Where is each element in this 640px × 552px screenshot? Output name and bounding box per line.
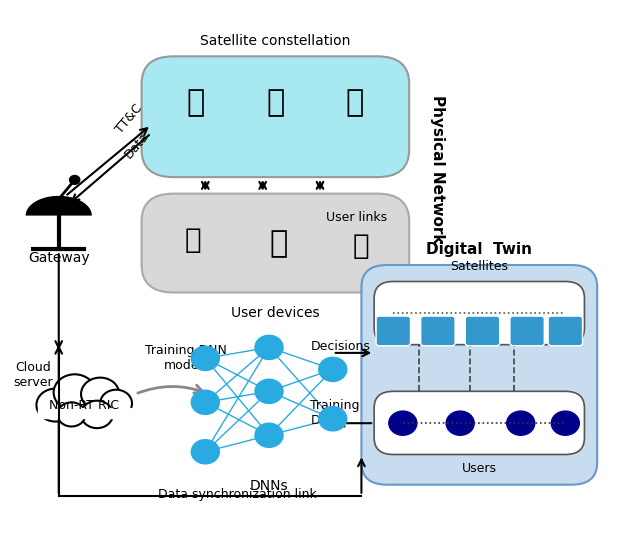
FancyBboxPatch shape bbox=[420, 316, 455, 346]
Circle shape bbox=[36, 389, 75, 422]
Text: Satellite constellation: Satellite constellation bbox=[200, 34, 351, 48]
Circle shape bbox=[58, 402, 86, 427]
Circle shape bbox=[191, 440, 220, 464]
Text: User devices: User devices bbox=[231, 306, 320, 320]
Circle shape bbox=[319, 357, 347, 381]
Circle shape bbox=[255, 379, 283, 404]
Circle shape bbox=[81, 401, 113, 428]
Circle shape bbox=[319, 407, 347, 431]
Text: Non-RT RIC: Non-RT RIC bbox=[49, 399, 119, 412]
Circle shape bbox=[81, 378, 119, 411]
Text: 🚗: 🚗 bbox=[269, 230, 288, 259]
FancyBboxPatch shape bbox=[548, 316, 582, 346]
Polygon shape bbox=[38, 408, 131, 418]
Circle shape bbox=[389, 411, 417, 436]
Polygon shape bbox=[26, 196, 92, 216]
Text: Users: Users bbox=[462, 461, 497, 475]
Text: Training DNN
models: Training DNN models bbox=[145, 344, 227, 373]
Text: 📱: 📱 bbox=[184, 226, 201, 254]
Text: Digital  Twin: Digital Twin bbox=[426, 242, 532, 257]
FancyBboxPatch shape bbox=[510, 316, 544, 346]
Text: Physical Network: Physical Network bbox=[430, 94, 445, 243]
FancyBboxPatch shape bbox=[465, 316, 500, 346]
FancyBboxPatch shape bbox=[141, 56, 409, 177]
Text: Cloud
server: Cloud server bbox=[13, 361, 53, 389]
Text: User links: User links bbox=[326, 211, 387, 224]
Circle shape bbox=[191, 346, 220, 370]
Circle shape bbox=[507, 411, 535, 436]
Circle shape bbox=[551, 411, 579, 436]
Text: 🛰: 🛰 bbox=[346, 88, 364, 118]
Circle shape bbox=[100, 390, 132, 417]
Text: 🛰: 🛰 bbox=[187, 88, 205, 118]
Text: Gateway: Gateway bbox=[28, 251, 90, 266]
FancyBboxPatch shape bbox=[362, 265, 597, 485]
FancyBboxPatch shape bbox=[376, 316, 410, 346]
Text: Satellites: Satellites bbox=[451, 260, 508, 273]
Circle shape bbox=[54, 374, 96, 411]
Circle shape bbox=[70, 176, 80, 184]
Text: 🛰: 🛰 bbox=[266, 88, 285, 118]
Text: DNNs: DNNs bbox=[250, 479, 289, 493]
FancyBboxPatch shape bbox=[374, 282, 584, 344]
Text: 🤖: 🤖 bbox=[353, 232, 370, 260]
FancyBboxPatch shape bbox=[374, 391, 584, 454]
Circle shape bbox=[255, 423, 283, 447]
FancyBboxPatch shape bbox=[141, 194, 409, 293]
Text: TT&C: TT&C bbox=[113, 102, 145, 136]
Text: Training
Data: Training Data bbox=[310, 399, 360, 427]
Circle shape bbox=[446, 411, 474, 436]
Text: Data: Data bbox=[122, 130, 152, 161]
Text: Data synchronization link: Data synchronization link bbox=[158, 489, 317, 501]
Circle shape bbox=[191, 390, 220, 415]
Circle shape bbox=[255, 335, 283, 359]
Text: Decisions: Decisions bbox=[310, 340, 371, 353]
